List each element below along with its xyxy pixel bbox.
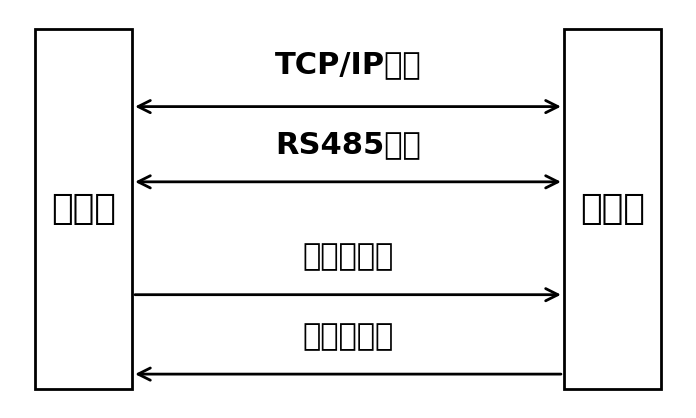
- Bar: [35, 29, 132, 389]
- Text: 射频信号入: 射频信号入: [302, 322, 394, 351]
- Text: 分系统: 分系统: [51, 192, 116, 226]
- Text: TCP/IP通讯: TCP/IP通讯: [275, 50, 421, 79]
- Bar: [564, 29, 661, 389]
- Text: 射频信号出: 射频信号出: [302, 242, 394, 272]
- Text: 分系统: 分系统: [580, 192, 645, 226]
- Text: RS485通讯: RS485通讯: [275, 130, 421, 159]
